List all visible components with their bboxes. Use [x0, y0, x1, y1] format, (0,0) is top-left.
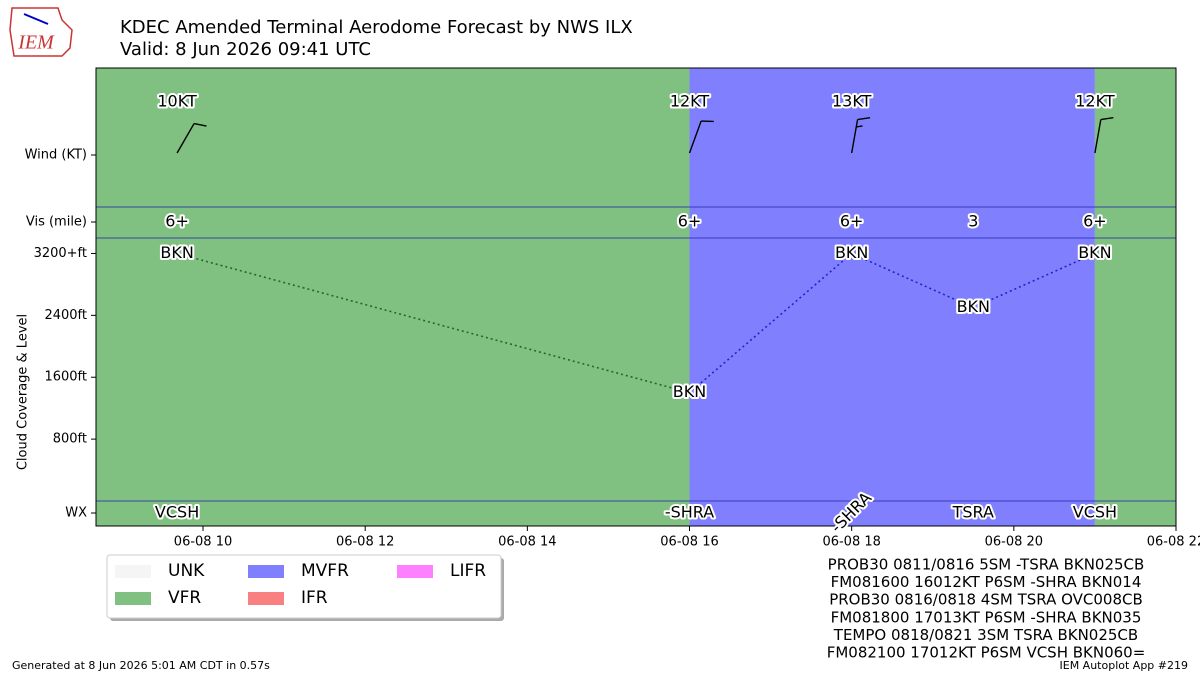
legend-label: LIFR	[450, 561, 486, 581]
wind-barb	[850, 116, 871, 154]
barb-feather	[1100, 116, 1114, 121]
visibility-label: 6+	[840, 212, 864, 231]
legend-swatch	[248, 565, 284, 578]
taf-line: TEMPO 0818/0821 3SM TSRA BKN025CB	[833, 626, 1138, 644]
cloud-line-segment	[688, 252, 853, 394]
x-tick-label: 06-08 22	[1147, 535, 1200, 550]
weather-label: -SHRA	[665, 503, 714, 522]
weather-label: VCSH	[155, 503, 199, 522]
taf-line: FM082100 17012KT P6SM VCSH BKN060=	[827, 644, 1146, 662]
wind-barb	[176, 122, 207, 154]
flight-category-band	[1094, 68, 1176, 526]
taf-line: PROB30 0816/0818 4SM TSRA OVC008CB	[829, 591, 1143, 609]
x-tick-label: 06-08 12	[336, 535, 394, 550]
row-label: WX	[65, 506, 87, 521]
legend: UNK VFR MVFR IFR LIFR	[106, 554, 504, 621]
flight-category-band	[96, 68, 690, 526]
wind-barb	[1094, 116, 1114, 154]
weather-label: TSRA	[952, 503, 994, 522]
y-tick-label: 3200+ft	[34, 246, 87, 261]
wind-label: 12KT	[1075, 92, 1115, 111]
cloud-label: BKN	[835, 243, 868, 262]
cloud-label: BKN	[673, 382, 706, 401]
x-tick-label: 06-08 20	[985, 535, 1043, 550]
barb-staff	[688, 120, 702, 154]
barb-feather	[856, 125, 863, 128]
legend-swatch	[397, 565, 433, 578]
legend-swatch	[115, 565, 151, 578]
logo-text: IEM	[17, 32, 55, 54]
row-label: Wind (KT)	[25, 148, 87, 163]
chart-title: KDEC Amended Terminal Aerodome Forecast …	[120, 17, 633, 38]
barb-staff	[850, 119, 859, 154]
x-tick-label: 06-08 18	[822, 535, 880, 550]
taf-line: PROB30 0811/0816 5SM -TSRA BKN025CB	[828, 556, 1145, 574]
weather-label: VCSH	[1073, 503, 1117, 522]
wind-label: 13KT	[832, 92, 872, 111]
visibility-label: 6+	[165, 212, 189, 231]
barb-feather	[193, 122, 207, 127]
logo-icon	[23, 13, 49, 25]
y-tick-label: 2400ft	[44, 308, 87, 323]
plot-frame	[95, 67, 1177, 527]
x-tick-label: 06-08 16	[660, 535, 718, 550]
taf-line: FM081800 17013KT P6SM -SHRA BKN035	[831, 608, 1142, 626]
barb-staff	[176, 123, 195, 154]
cloud-line-segment	[972, 252, 1096, 309]
wind-barb	[688, 120, 714, 154]
wind-label: 12KT	[670, 92, 710, 111]
footer-right: IEM Autoplot App #219	[1060, 659, 1189, 672]
legend-label: VFR	[168, 588, 201, 608]
y-tick-label: 800ft	[53, 432, 87, 447]
row-label: Vis (mile)	[26, 215, 87, 230]
taf-line: FM081600 16012KT P6SM -SHRA BKN014	[831, 573, 1142, 591]
chart-subtitle: Valid: 8 Jun 2026 09:41 UTC	[120, 39, 371, 60]
visibility-label: 6+	[678, 212, 702, 231]
barb-staff	[1094, 119, 1102, 154]
cloud-line-segment	[176, 252, 690, 394]
legend-swatch	[115, 592, 151, 605]
wind-label: 10KT	[157, 92, 197, 111]
legend-swatch	[248, 592, 284, 605]
visibility-label: 6+	[1083, 212, 1107, 231]
x-tick-label: 06-08 14	[498, 535, 556, 550]
y-axis-label: Cloud Coverage & Level	[16, 314, 31, 470]
legend-label: IFR	[301, 588, 328, 608]
x-tick-label: 06-08 10	[174, 535, 232, 550]
cloud-label: BKN	[957, 297, 990, 316]
legend-label: MVFR	[301, 561, 349, 581]
footer-left: Generated at 8 Jun 2026 5:01 AM CDT in 0…	[12, 659, 270, 672]
barb-feather	[857, 116, 871, 121]
flight-category-band	[689, 68, 1095, 526]
visibility-label: 3	[968, 212, 978, 231]
logo-outline	[9, 7, 73, 57]
cloud-label: BKN	[160, 243, 193, 262]
y-tick-label: 1600ft	[44, 370, 87, 385]
cloud-label: BKN	[1078, 243, 1111, 262]
logo: IEM	[9, 7, 73, 57]
cloud-line-segment	[851, 252, 974, 309]
legend-label: UNK	[168, 561, 205, 581]
